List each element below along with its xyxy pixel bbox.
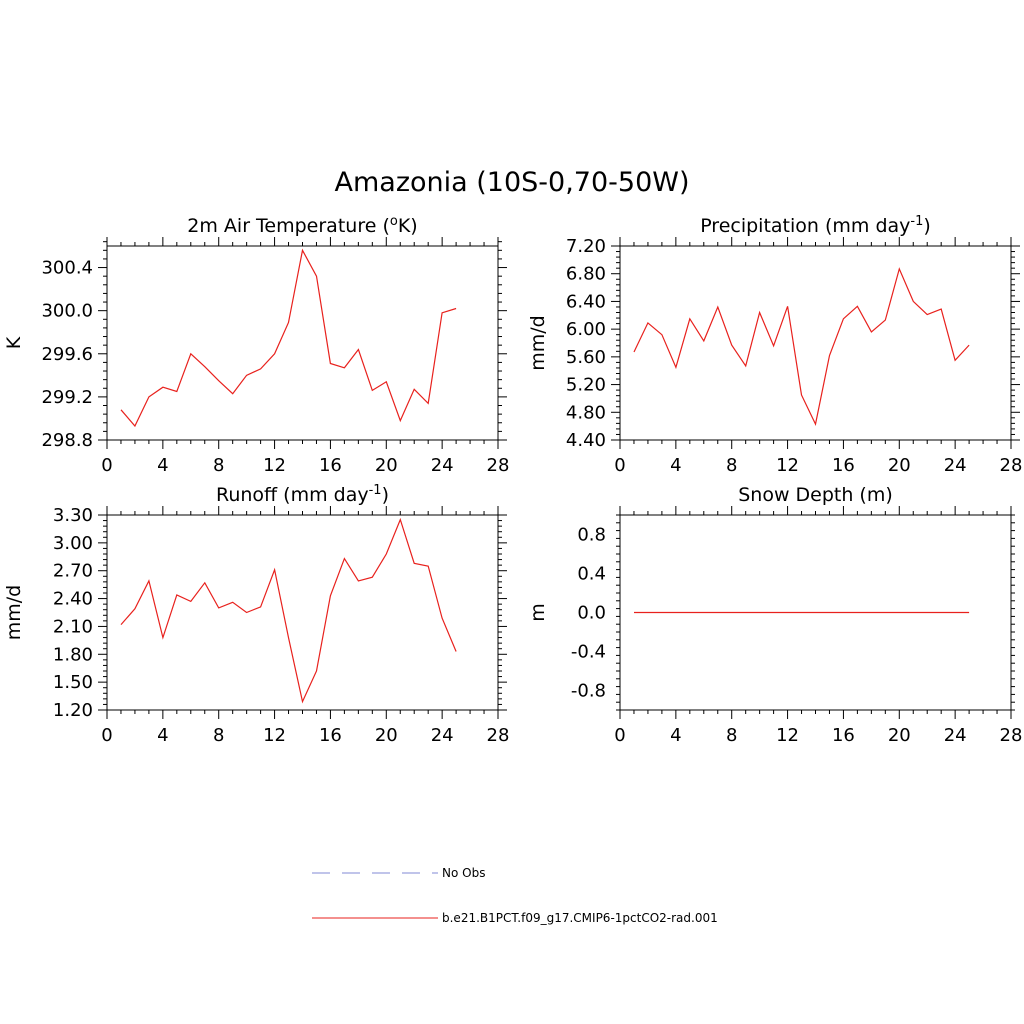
legend-label-no-obs: No Obs (442, 866, 485, 880)
series-line-air-temperature (120, 248, 457, 428)
x-tick-label: 4 (670, 725, 681, 746)
x-tick-label: 12 (263, 725, 286, 746)
panels: 0 4 8 12 16 20 24 28 298.8 299.2 299.6 300.0 300.4 K 2… (3, 214, 1022, 746)
x-tick-label: 12 (776, 725, 799, 746)
panel-title: 2m Air Temperature (oK) (187, 214, 417, 237)
y-axis-label: mm/d (3, 585, 25, 640)
y-tick-label: 1.50 (53, 672, 93, 693)
x-tick-label: 24 (944, 455, 967, 476)
y-axis-label: K (3, 336, 25, 349)
y-tick-label: 2.10 (53, 616, 93, 637)
x-tick-label: 20 (375, 455, 398, 476)
x-tick-label: 16 (319, 455, 342, 476)
y-tick-label: 300.0 (41, 301, 93, 322)
plot-frame-precipitation (619, 245, 1012, 441)
x-tick-label: 4 (670, 455, 681, 476)
x-tick-label: 8 (213, 455, 224, 476)
y-tick-label: 1.80 (53, 644, 93, 665)
x-tick-label: 8 (726, 725, 737, 746)
x-tick-label: 20 (375, 725, 398, 746)
y-tick-label: 4.40 (566, 430, 606, 451)
x-tick-label: 28 (1000, 455, 1023, 476)
x-tick-label: 16 (832, 725, 855, 746)
y-tick-label: 2.40 (53, 589, 93, 610)
y-tick-label: -0.8 (571, 681, 606, 702)
x-tick-label: 24 (431, 725, 454, 746)
x-tick-label: 20 (888, 725, 911, 746)
legend-label-model: b.e21.B1PCT.f09_g17.CMIP6-1pctCO2-rad.00… (442, 911, 718, 925)
panel-runoff: 0 4 8 12 16 20 24 28 1.20 1.50 1.80 2.10 2.40 2.70 3.0… (3, 483, 509, 746)
y-tick-label: 5.60 (566, 347, 606, 368)
y-tick-label: 3.00 (53, 533, 93, 554)
y-tick-label: 300.4 (41, 258, 93, 279)
y-axis-label: m (527, 603, 549, 622)
x-tick-label: 12 (776, 455, 799, 476)
x-tick-label: 16 (832, 455, 855, 476)
panel-title: Snow Depth (m) (738, 484, 893, 506)
x-tick-label: 8 (726, 455, 737, 476)
y-tick-label: 1.20 (53, 700, 93, 721)
y-tick-label: 6.40 (566, 291, 606, 312)
legend: No Obs b.e21.B1PCT.f09_g17.CMIP6-1pctCO2… (312, 866, 718, 925)
y-tick-label: 6.00 (566, 319, 606, 340)
x-tick-label: 16 (319, 725, 342, 746)
series-line-precipitation (633, 267, 970, 426)
x-tick-label: 20 (888, 455, 911, 476)
x-tick-label: 0 (101, 725, 112, 746)
panel-precipitation: 0 4 8 12 16 20 24 28 4.40 4.80 5.20 5.60 6.00 6.40 6.8… (527, 214, 1022, 476)
panel-title: Precipitation (mm day-1) (700, 214, 931, 237)
x-tick-label: 12 (263, 455, 286, 476)
panel-air-temperature: 0 4 8 12 16 20 24 28 298.8 299.2 299.6 300.0 300.4 K 2… (3, 214, 509, 476)
plot-frame-runoff (106, 514, 499, 711)
x-tick-label: 0 (101, 455, 112, 476)
x-tick-label: 24 (431, 455, 454, 476)
x-tick-label: 8 (213, 725, 224, 746)
y-tick-label: 6.80 (566, 264, 606, 285)
panel-snow-depth: 0 4 8 12 16 20 24 28 -0.8 -0.4 0.0 0.4 0.8 m Snow Dept… (527, 484, 1022, 746)
y-tick-label: 5.20 (566, 375, 606, 396)
x-tick-label: 24 (944, 725, 967, 746)
y-tick-label: 2.70 (53, 561, 93, 582)
y-tick-label: -0.4 (571, 642, 606, 663)
plot-frame-air-temperature (106, 245, 499, 441)
y-tick-label: 0.4 (577, 564, 606, 585)
y-tick-label: 299.2 (41, 387, 93, 408)
x-tick-label: 4 (157, 455, 168, 476)
x-tick-label: 28 (487, 725, 510, 746)
x-tick-label: 4 (157, 725, 168, 746)
x-tick-label: 0 (614, 725, 625, 746)
y-tick-label: 0.0 (577, 603, 606, 624)
x-tick-label: 0 (614, 455, 625, 476)
y-tick-label: 4.80 (566, 402, 606, 423)
panel-title: Runoff (mm day-1) (216, 483, 389, 506)
y-tick-label: 3.30 (53, 505, 93, 526)
y-tick-label: 0.8 (577, 525, 606, 546)
y-axis-label: mm/d (527, 315, 549, 370)
x-tick-label: 28 (1000, 725, 1023, 746)
series-line-runoff (120, 517, 457, 704)
figure-title: Amazonia (10S-0,70-50W) (335, 167, 690, 198)
x-tick-label: 28 (487, 455, 510, 476)
y-tick-label: 7.20 (566, 236, 606, 257)
y-tick-label: 298.8 (41, 430, 93, 451)
y-tick-label: 299.6 (41, 344, 93, 365)
